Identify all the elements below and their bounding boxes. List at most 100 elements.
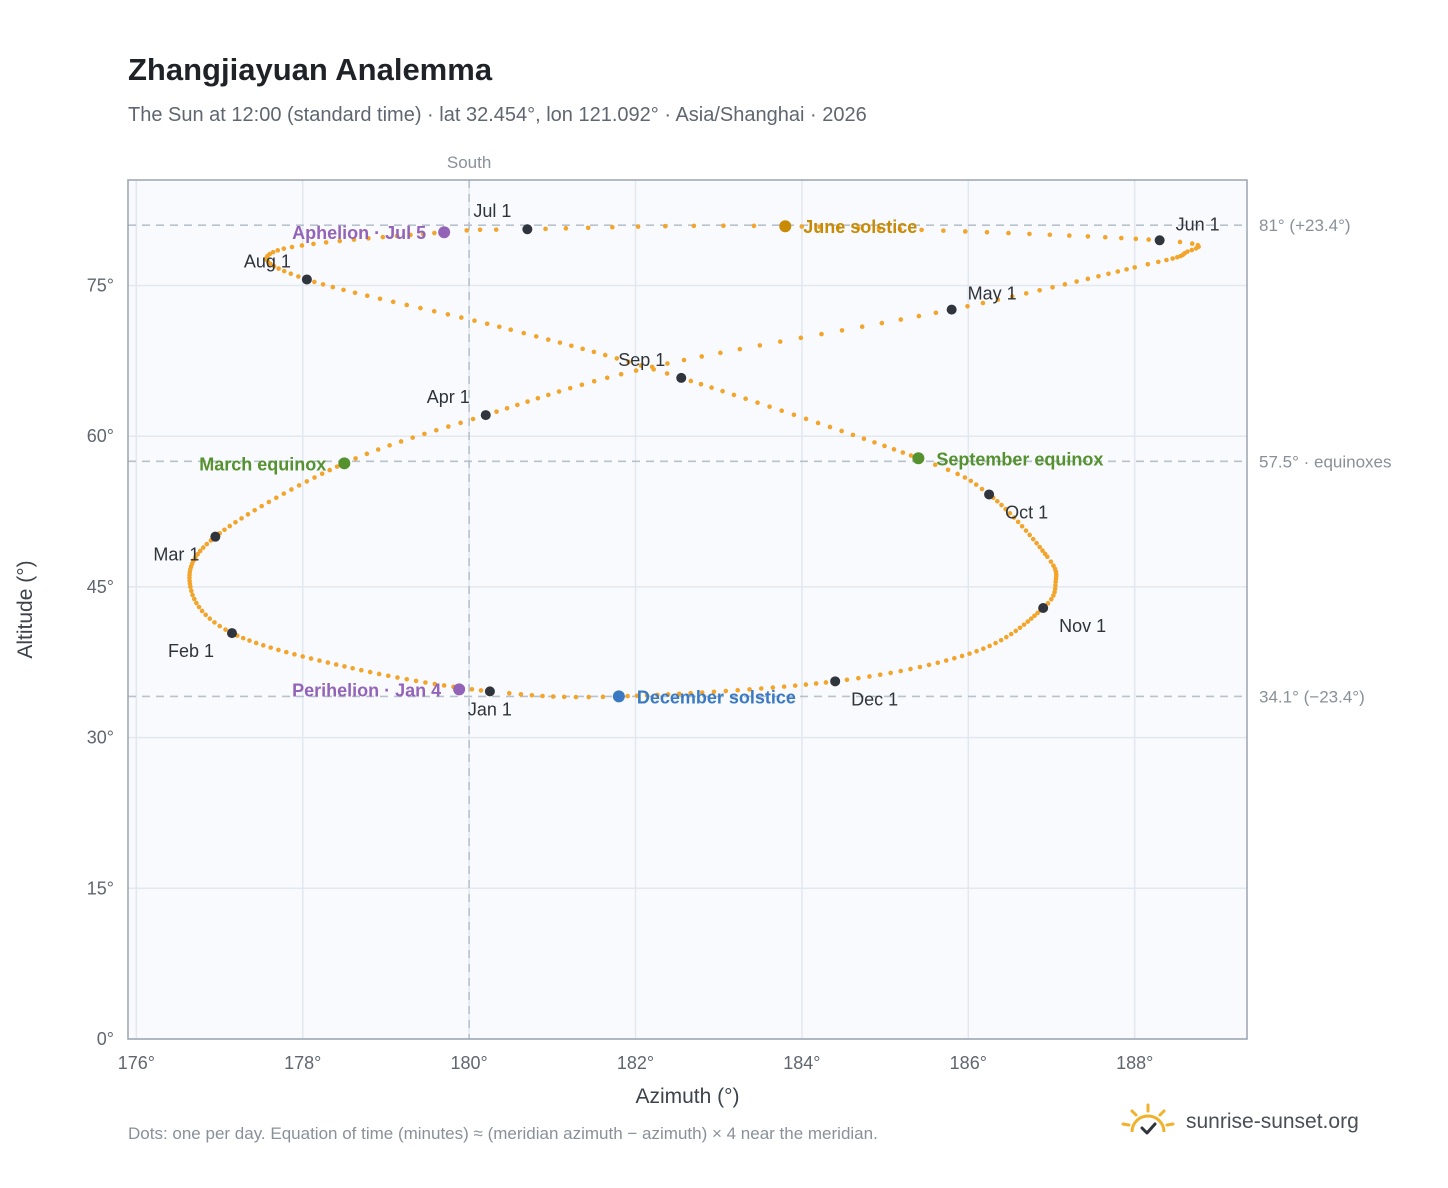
day-dot [496,324,502,330]
day-dot [877,672,883,678]
day-dot [395,675,400,680]
day-dot [1021,622,1027,627]
day-dot [550,694,556,699]
day-dot [962,475,968,480]
day-dot [420,231,426,237]
day-dot [377,296,383,302]
day-dot [273,495,279,501]
day-dot [1040,548,1045,553]
month-label: May 1 [968,284,1017,304]
day-dot [289,487,294,492]
day-dot [839,328,845,333]
month-marker [480,410,491,421]
day-dot [446,424,451,429]
day-dot [995,297,1001,303]
day-dot [663,223,668,229]
day-dot [711,689,717,695]
day-dot [1133,236,1139,242]
day-dot [1035,610,1040,616]
y-tick-label: 0° [97,1029,114,1049]
x-tick-label: 180° [450,1053,487,1073]
day-dot [296,483,302,488]
day-dot [1037,544,1042,550]
day-dot [819,331,824,337]
day-dot [817,224,822,230]
month-marker [210,531,221,542]
day-dot [1085,234,1091,239]
day-dot [445,312,451,317]
day-dot [935,660,941,666]
day-dot [1037,287,1042,293]
day-dot [464,228,470,233]
day-dot [998,637,1004,643]
month-marker [946,304,957,315]
day-dot [292,652,297,657]
day-dot [207,616,213,621]
day-dot [441,683,447,688]
day-dot [252,507,257,513]
month-markers: Jan 1 Feb 1 Mar 1 Apr 1 May 1 Jun 1 Jul 1 Aug 1… [153,201,1219,719]
event-label: December solstice [637,687,796,707]
day-dot [614,356,620,361]
month-marker [226,628,237,639]
day-dot [755,400,760,405]
day-dot [634,693,640,699]
day-dot [1050,284,1055,290]
day-dot [1053,583,1058,588]
day-dot [720,388,725,394]
day-dot [1085,276,1091,282]
day-dot [1155,259,1161,265]
day-dot [1132,265,1137,270]
month-marker [1154,235,1165,246]
day-dot [423,680,428,685]
day-dot [792,683,798,688]
brand[interactable]: sunrise-sunset.org [1120,1102,1359,1142]
day-dot [698,381,704,387]
x-axis-title: Azimuth (°) [635,1085,739,1108]
day-dot [556,389,562,394]
month-marker [301,274,312,285]
day-dot [410,435,415,440]
day-dot [351,237,357,242]
day-dot [341,287,346,293]
day-dot [579,382,585,388]
day-dot [770,685,776,690]
y-tick-label: 15° [87,878,114,898]
day-dot [325,660,331,665]
day-dot [1027,231,1032,237]
day-dot [585,225,591,231]
day-dot [197,548,203,554]
day-dot [591,379,597,384]
day-dot [408,232,413,238]
day-dot [908,666,913,672]
day-dot [943,658,949,663]
day-dot [898,668,904,674]
day-dot [962,229,968,234]
day-dot [1032,613,1037,619]
day-dot [268,645,274,650]
day-dot [1074,279,1079,284]
day-dot [1047,232,1053,238]
day-dot [387,443,392,448]
day-dot [999,502,1004,508]
day-dot [458,420,463,426]
day-dot [586,694,592,700]
day-dot [856,675,861,681]
day-dot [681,357,687,363]
y-tick-label: 60° [87,426,114,446]
day-dot [525,399,530,404]
day-dot [469,686,475,692]
day-dot [980,300,986,306]
day-dot [196,604,202,610]
month-label: Apr 1 [427,387,470,407]
month-label: Feb 1 [168,641,214,661]
day-dot [259,503,264,509]
day-dot [859,324,865,329]
page-subtitle: The Sun at 12:00 (standard time) · lat 3… [128,104,867,126]
day-dot [638,363,644,368]
day-dot [664,371,670,376]
day-dot [271,263,277,269]
day-dot [803,682,809,687]
day-dot [529,692,535,698]
day-dot [1028,616,1034,621]
